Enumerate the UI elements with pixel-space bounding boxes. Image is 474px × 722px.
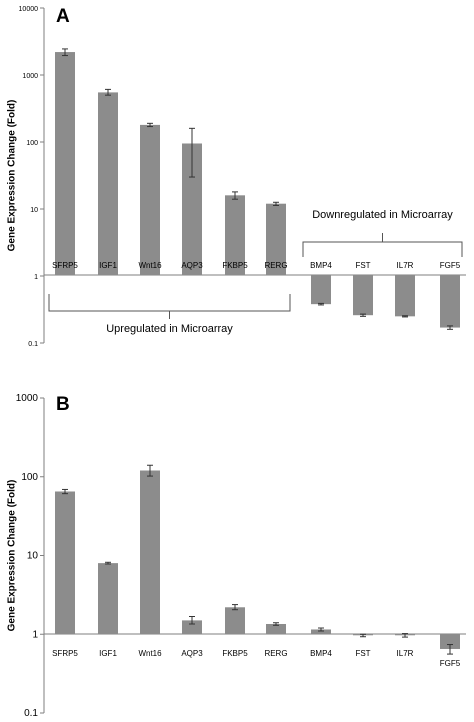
- category-label-bmp4: BMP4: [310, 261, 332, 270]
- category-label-fkbp5: FKBP5: [222, 261, 248, 270]
- upregulated-annotation: Upregulated in Microarray: [106, 323, 233, 335]
- panel-a-y-axis-label: Gene Expression Change (Fold): [7, 100, 18, 252]
- category-label-igf1: IGF1: [99, 649, 117, 658]
- panel-a-error-bars: [62, 48, 453, 330]
- error-bar-rerg: [273, 622, 279, 626]
- category-label-fst: FST: [355, 649, 370, 658]
- panel-b-bars: [55, 470, 460, 649]
- error-bar-wnt16: [147, 122, 153, 128]
- panel-a-group-brackets: [48, 233, 463, 319]
- error-bar-bmp4: [318, 627, 324, 632]
- category-label-il7r: IL7R: [397, 261, 414, 270]
- panel-a-chart: A Gene Expression Change (Fold) 0.1 1 10 10…: [7, 6, 466, 348]
- error-bar-il7r: [402, 315, 408, 318]
- error-bar-fkbp5: [232, 191, 238, 200]
- panel-a-bars: [55, 52, 460, 328]
- downregulated-annotation: Downregulated in Microarray: [312, 209, 453, 221]
- category-label-wnt16: Wnt16: [138, 261, 162, 270]
- error-bar-fgf5: [447, 644, 453, 655]
- error-bar-igf1: [105, 561, 111, 565]
- panel-a-letter: A: [56, 6, 70, 27]
- bar-bmp4: [311, 275, 331, 305]
- bar-fgf5: [440, 634, 460, 649]
- category-label-fgf5: FGF5: [440, 261, 461, 270]
- bar-igf1: [98, 563, 118, 634]
- error-bar-rerg: [273, 201, 279, 206]
- category-label-sfrp5: SFRP5: [52, 649, 78, 658]
- error-bar-sfrp5: [62, 488, 68, 495]
- error-bar-bmp4: [318, 302, 324, 306]
- bar-igf1: [98, 92, 118, 276]
- error-bar-fst: [360, 313, 366, 317]
- y-tick-label: 10000: [19, 6, 39, 13]
- bar-rerg: [266, 203, 286, 275]
- bar-rerg: [266, 623, 286, 634]
- bar-fst: [353, 275, 373, 316]
- category-label-fgf5: FGF5: [440, 659, 461, 668]
- y-tick-label: 1000: [22, 73, 38, 80]
- bar-wnt16: [140, 124, 160, 275]
- error-bar-fst: [360, 633, 366, 638]
- category-label-wnt16: Wnt16: [138, 649, 162, 658]
- panel-b-letter: B: [56, 394, 70, 415]
- category-label-aqp3: AQP3: [181, 649, 203, 658]
- error-bar-igf1: [105, 88, 111, 96]
- bar-il7r: [395, 275, 415, 317]
- bar-sfrp5: [55, 491, 75, 634]
- panel-b-chart: B Gene Expression Change (Fold) 0.1 1 10 10…: [7, 393, 466, 719]
- category-label-fst: FST: [355, 261, 370, 270]
- panel-b-axes: 0.1 1 10 100 1000: [16, 393, 466, 719]
- y-tick-label: 10: [27, 551, 39, 562]
- panel-b-y-axis-label: Gene Expression Change (Fold): [7, 480, 18, 632]
- downregulated-bracket: [302, 233, 463, 257]
- category-label-il7r: IL7R: [397, 649, 414, 658]
- error-bar-fgf5: [447, 325, 453, 330]
- upregulated-bracket: [48, 294, 291, 319]
- bar-fkbp5: [225, 195, 245, 275]
- panel-b-category-labels: SFRP5 IGF1 Wnt16 AQP3 FKBP5 RERG BMP4 FST IL7R FG…: [52, 649, 461, 668]
- bar-fgf5: [440, 275, 460, 328]
- bar-fkbp5: [225, 607, 245, 634]
- panel-a-category-labels: SFRP5 IGF1 Wnt16 AQP3 FKBP5 RERG BMP4 FST IL7R FG…: [52, 261, 461, 270]
- error-bar-il7r: [402, 633, 408, 638]
- category-label-igf1: IGF1: [99, 261, 117, 270]
- category-label-aqp3: AQP3: [181, 261, 203, 270]
- y-tick-label: 0.1: [24, 708, 38, 719]
- category-label-bmp4: BMP4: [310, 649, 332, 658]
- y-tick-label: 100: [26, 140, 38, 147]
- bar-aqp3: [182, 620, 202, 634]
- y-tick-label: 1: [32, 629, 38, 640]
- panel-b-error-bars: [62, 464, 453, 655]
- category-label-rerg: RERG: [264, 261, 287, 270]
- y-tick-label: 0.1: [28, 341, 38, 348]
- y-tick-label: 100: [21, 472, 38, 483]
- category-label-sfrp5: SFRP5: [52, 261, 78, 270]
- category-label-rerg: RERG: [264, 649, 287, 658]
- bar-sfrp5: [55, 52, 75, 276]
- bar-wnt16: [140, 470, 160, 634]
- y-tick-label: 1000: [16, 393, 39, 404]
- error-bar-aqp3: [189, 616, 195, 625]
- y-tick-label: 10: [30, 207, 38, 214]
- error-bar-wnt16: [147, 464, 153, 477]
- error-bar-aqp3: [189, 127, 195, 178]
- error-bar-sfrp5: [62, 48, 68, 57]
- bar-bmp4: [311, 629, 331, 634]
- y-tick-label: 1: [34, 274, 38, 281]
- category-label-fkbp5: FKBP5: [222, 649, 248, 658]
- bar-aqp3: [182, 143, 202, 275]
- error-bar-fkbp5: [232, 604, 238, 611]
